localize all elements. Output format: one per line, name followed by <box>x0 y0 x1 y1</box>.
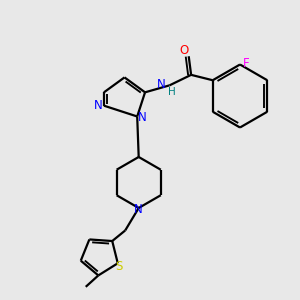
Text: F: F <box>243 56 250 70</box>
Text: N: N <box>157 78 166 91</box>
Text: H: H <box>168 87 176 97</box>
Text: N: N <box>138 112 147 124</box>
Text: N: N <box>134 203 143 216</box>
Text: N: N <box>94 99 103 112</box>
Text: S: S <box>116 260 123 273</box>
Text: O: O <box>180 44 189 57</box>
